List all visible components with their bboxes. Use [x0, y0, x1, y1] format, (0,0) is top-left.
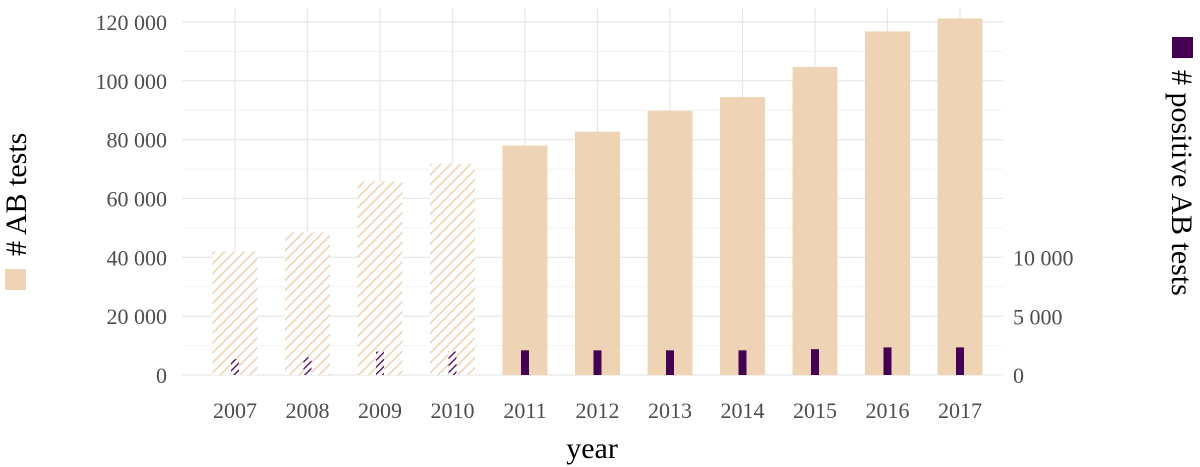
- left-axis-title: # AB tests: [0, 133, 33, 256]
- positive-ab-tests-bar: [666, 350, 674, 375]
- positive-ab-tests-bar: [303, 357, 312, 375]
- ab-tests-bar: [937, 18, 983, 375]
- positive-ab-tests-bar: [448, 351, 457, 375]
- right-axis-tick-label: 5 000: [1013, 304, 1063, 329]
- ab-tests-bar: [575, 131, 620, 375]
- positive-ab-tests-bar: [811, 349, 819, 375]
- positive-ab-tests-bar: [231, 359, 239, 375]
- ab-tests-bar: [792, 67, 838, 375]
- ab-tests-bar: [430, 163, 475, 375]
- x-axis-tick-label: 2007: [213, 398, 257, 423]
- positive-ab-tests-bars: [231, 347, 964, 375]
- left-axis-tick-label: 80 000: [107, 128, 168, 153]
- positive-ab-tests-bar: [593, 350, 602, 375]
- ab-tests-bar: [502, 145, 548, 375]
- left-axis-tick-label: 100 000: [96, 69, 168, 94]
- positive-ab-tests-bar: [883, 347, 892, 375]
- positive-ab-tests-bar: [956, 347, 964, 375]
- left-axis-tick-label: 20 000: [107, 304, 168, 329]
- x-axis-tick-label: 2010: [431, 398, 475, 423]
- right-axis-tick-label: 0: [1013, 363, 1024, 388]
- right-axis-tick-labels: 0 5 000 10 000: [1013, 246, 1074, 389]
- left-legend-key: [5, 269, 26, 290]
- ab-tests-bar: [357, 181, 403, 375]
- x-axis-tick-label: 2017: [938, 398, 982, 423]
- x-axis-tick-label: 2014: [721, 398, 765, 423]
- ab-tests-bar: [647, 110, 693, 376]
- positive-ab-tests-bar: [376, 351, 384, 375]
- x-axis-title: year: [566, 432, 618, 465]
- x-axis-tick-labels: 2007 2008 2009 2010 2011 2012 2013 2014 2015 2016…: [213, 398, 982, 423]
- x-axis-tick-label: 2013: [648, 398, 692, 423]
- right-legend-key: [1172, 37, 1193, 58]
- ab-tests-bars: [212, 18, 983, 376]
- ab-tests-bar: [720, 97, 765, 375]
- x-axis-tick-label: 2016: [866, 398, 910, 423]
- x-axis-tick-label: 2009: [358, 398, 402, 423]
- x-axis-tick-label: 2012: [576, 398, 620, 423]
- right-axis-tick-label: 10 000: [1013, 246, 1074, 271]
- left-axis-tick-labels: 0 20 000 40 000 60 000 80 000 100 000 120 000: [96, 10, 168, 388]
- x-axis-tick-label: 2008: [286, 398, 330, 423]
- x-axis-tick-label: 2015: [793, 398, 837, 423]
- x-axis-tick-label: 2011: [503, 398, 546, 423]
- left-axis-tick-label: 0: [156, 363, 167, 388]
- positive-ab-tests-bar: [521, 350, 529, 375]
- left-axis-legend: # AB tests: [0, 133, 33, 290]
- ab-tests-bar: [285, 232, 330, 375]
- positive-ab-tests-bar: [738, 350, 747, 375]
- left-axis-tick-label: 40 000: [107, 245, 168, 270]
- ab-tests-bar: [865, 31, 910, 376]
- left-axis-tick-label: 60 000: [107, 187, 168, 212]
- right-axis-title: # positive AB tests: [1165, 70, 1198, 296]
- right-axis-legend: # positive AB tests: [1165, 37, 1198, 296]
- left-axis-tick-label: 120 000: [96, 10, 168, 35]
- ab-tests-bar: [212, 251, 258, 375]
